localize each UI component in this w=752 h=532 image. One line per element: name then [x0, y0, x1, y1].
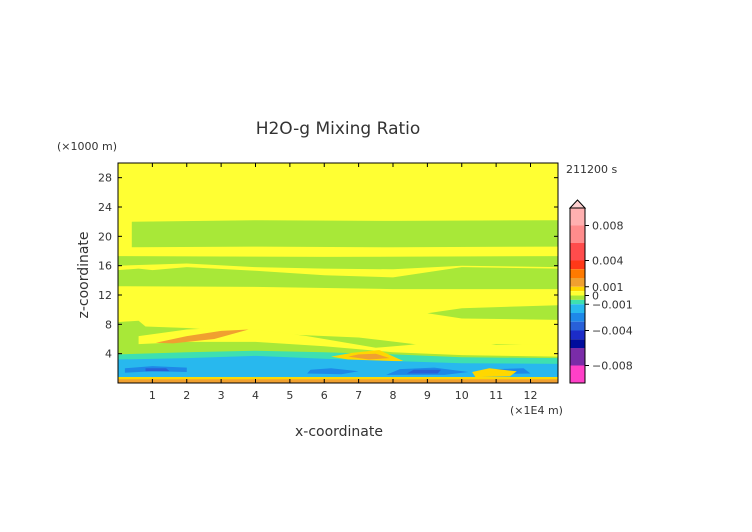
x-tick-label-5: 5: [286, 389, 293, 402]
colorbar-bin-11: [570, 313, 585, 322]
colorbar-label-2: 0.001: [592, 281, 624, 294]
contour-region-4: [427, 305, 558, 320]
contour-region-9: [348, 353, 390, 360]
colorbar-bin-8: [570, 295, 585, 300]
contour-region-16: [406, 369, 442, 374]
colorbar-bin-12: [570, 321, 585, 331]
y-unit-label: (×1000 m): [57, 140, 117, 153]
colorbar-bin-4: [570, 269, 585, 278]
colorbar-label-3: 0: [592, 290, 599, 303]
colorbar-bin-15: [570, 348, 585, 366]
x-unit-label: (×1E4 m): [510, 404, 563, 417]
time-label: 211200 s: [566, 163, 617, 176]
contour-region-19: [118, 379, 558, 383]
x-tick-label-6: 6: [321, 389, 328, 402]
contour-region-20: [472, 368, 517, 378]
x-axis-title: x-coordinate: [295, 424, 383, 440]
colorbar-bin-7: [570, 291, 585, 296]
x-tick-label-10: 10: [455, 389, 469, 402]
colorbar-label-0: 0.008: [592, 220, 624, 233]
y-axis-title: z-coordinate: [76, 231, 92, 318]
colorbar-bin-10: [570, 304, 585, 313]
colorbar-bin-3: [570, 260, 585, 270]
x-tick-label-3: 3: [218, 389, 225, 402]
y-tick-label-20: 20: [98, 230, 112, 243]
colorbar-bin-2: [570, 243, 585, 261]
colorbar-bin-16: [570, 365, 585, 383]
y-tick-label-4: 4: [105, 348, 112, 361]
x-tick-label-12: 12: [524, 389, 538, 402]
colorbar-bin-1: [570, 225, 585, 243]
contour-region-3: [118, 267, 558, 290]
y-tick-label-8: 8: [105, 318, 112, 331]
y-tick-label-12: 12: [98, 289, 112, 302]
colorbar-bin-5: [570, 278, 585, 287]
x-tick-label-2: 2: [183, 389, 190, 402]
contour-region-17: [145, 368, 170, 372]
colorbar-bin-13: [570, 330, 585, 340]
x-tick-label-4: 4: [252, 389, 259, 402]
x-tick-label-11: 11: [489, 389, 503, 402]
contour-region-13: [307, 368, 359, 375]
x-tick-label-7: 7: [355, 389, 362, 402]
y-tick-label-16: 16: [98, 260, 112, 273]
contour-region-6: [138, 327, 558, 357]
y-tick-label-24: 24: [98, 201, 112, 214]
contour-region-10: [155, 329, 249, 344]
x-tick-label-1: 1: [149, 389, 156, 402]
colorbar-bin-9: [570, 299, 585, 305]
colorbar-bin-0: [570, 208, 585, 226]
colorbar-label-5: −0.004: [592, 325, 633, 338]
colorbar-bin-6: [570, 286, 585, 292]
colorbar-label-1: 0.004: [592, 255, 624, 268]
x-tick-label-9: 9: [424, 389, 431, 402]
colorbar-extend-arrow: [568, 199, 587, 209]
colorbar-label-6: −0.008: [592, 360, 633, 373]
contour-region-2: [118, 256, 558, 270]
y-tick-label-28: 28: [98, 172, 112, 185]
x-tick-label-8: 8: [390, 389, 397, 402]
contour-region-1: [131, 220, 559, 248]
colorbar-bin-14: [570, 339, 585, 348]
colorbar-label-4: −0.001: [592, 298, 633, 311]
chart-title: H2O-g Mixing Ratio: [256, 119, 421, 139]
plot-frame: [117, 162, 559, 384]
mixing-ratio-field: [118, 163, 559, 383]
